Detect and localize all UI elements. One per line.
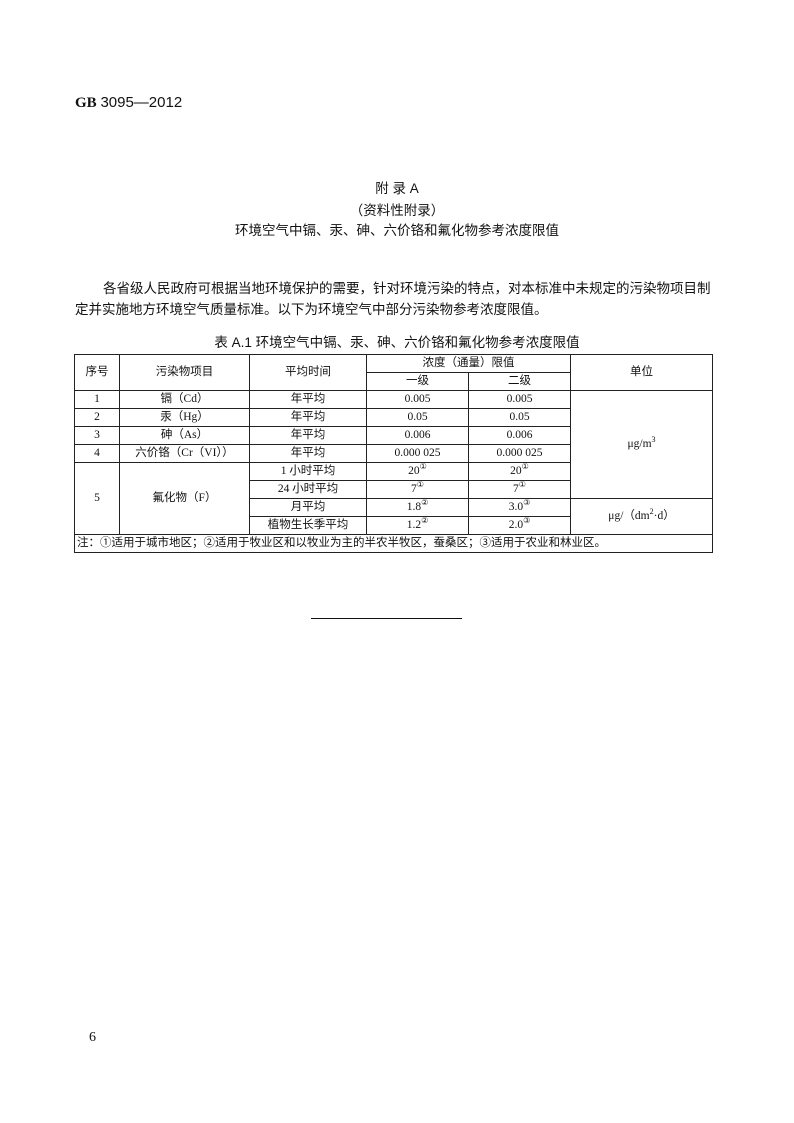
value: 3.0 xyxy=(508,501,524,513)
footnote-mark: ③ xyxy=(523,516,531,526)
table-note-row: 注：①适用于城市地区；②适用于牧业区和以牧业为主的半农半牧区，蚕桑区；③适用于农… xyxy=(74,534,713,553)
unit-base: μg/m xyxy=(627,438,652,450)
table-note: 注：①适用于城市地区；②适用于牧业区和以牧业为主的半农半牧区，蚕桑区；③适用于农… xyxy=(74,534,713,553)
cell-grade1: 0.005 xyxy=(366,390,469,409)
cell-period: 月平均 xyxy=(249,498,367,517)
footnote-mark: ② xyxy=(421,516,429,526)
footnote-mark: ① xyxy=(518,480,526,490)
appendix-type: （资料性附录） xyxy=(349,203,445,218)
value: 7 xyxy=(411,483,417,495)
cell-period: 植物生长季平均 xyxy=(249,516,367,535)
cell-grade1: 1.8② xyxy=(366,498,469,517)
table-row: 2 汞（Hg） 年平均 0.05 0.05 xyxy=(74,408,713,427)
value: 1.2 xyxy=(406,519,422,531)
footnote-mark: ② xyxy=(421,498,429,508)
header-grade2: 二级 xyxy=(468,372,571,391)
standard-code: 3095—2012 xyxy=(100,94,183,111)
value: 20 xyxy=(510,465,522,477)
cell-unit-ugdm2d: μg/（dm2·d） xyxy=(570,498,713,535)
cell-grade2: 0.006 xyxy=(468,426,571,445)
standard-number: GB 3095—2012 xyxy=(75,94,182,112)
cell-no: 1 xyxy=(74,390,120,409)
header-unit: 单位 xyxy=(570,354,713,391)
value: 1.8 xyxy=(406,501,422,513)
cell-pollutant: 汞（Hg） xyxy=(119,408,250,427)
cell-grade1: 20① xyxy=(366,462,469,481)
footnote-mark: ③ xyxy=(523,498,531,508)
cell-no: 3 xyxy=(74,426,120,445)
cell-no: 2 xyxy=(74,408,120,427)
cell-grade2: 0.05 xyxy=(468,408,571,427)
table-row: 5 氟化物（F） 1 小时平均 20① 20① xyxy=(74,462,713,535)
unit-sup: 2 xyxy=(649,507,654,517)
header-period: 平均时间 xyxy=(249,354,367,391)
header-limit: 浓度（通量）限值 xyxy=(366,354,571,373)
footnote-mark: ① xyxy=(521,462,529,472)
cell-grade1: 0.000 025 xyxy=(366,444,469,463)
cell-period: 年平均 xyxy=(249,444,367,463)
standard-prefix: GB xyxy=(75,95,97,111)
table-row: 3 砷（As） 年平均 0.006 0.006 xyxy=(74,426,713,445)
cell-period: 年平均 xyxy=(249,426,367,445)
cell-grade2: 20① xyxy=(468,462,571,481)
table-row: 1 镉（Cd） 年平均 0.005 0.005 μg/m3 xyxy=(74,390,713,499)
cell-period: 年平均 xyxy=(249,408,367,427)
unit-pre: μg/（dm xyxy=(608,510,650,522)
cell-grade2: 3.0③ xyxy=(468,498,571,517)
table-row: 24 小时平均 7① 7① xyxy=(74,480,713,499)
cell-grade1: 7① xyxy=(366,480,469,499)
cell-pollutant: 氟化物（F） xyxy=(119,462,250,535)
cell-period: 年平均 xyxy=(249,390,367,409)
header-no: 序号 xyxy=(74,354,120,391)
table-caption: 表 A.1 环境空气中镉、汞、砷、六价铬和氟化物参考浓度限值 xyxy=(214,335,580,350)
cell-grade1: 0.05 xyxy=(366,408,469,427)
cell-period: 1 小时平均 xyxy=(249,462,367,481)
cell-pollutant: 六价铬（Cr（VI）） xyxy=(119,444,250,463)
unit-sup: 3 xyxy=(651,435,656,445)
value: 7 xyxy=(513,483,519,495)
footnote-mark: ① xyxy=(419,462,427,472)
appendix-label: 附 录 A xyxy=(375,181,419,196)
appendix-title: 环境空气中镉、汞、砷、六价铬和氟化物参考浓度限值 xyxy=(235,223,559,238)
cell-grade1: 0.006 xyxy=(366,426,469,445)
cell-no: 4 xyxy=(74,444,120,463)
cell-pollutant: 镉（Cd） xyxy=(119,390,250,409)
unit-post: ·d） xyxy=(653,510,675,522)
header-grade1: 一级 xyxy=(366,372,469,391)
cell-grade2: 0.000 025 xyxy=(468,444,571,463)
page-number: 6 xyxy=(89,1030,96,1045)
value: 2.0 xyxy=(508,519,524,531)
cell-unit-ugm3: μg/m3 xyxy=(570,390,713,499)
cell-no: 5 xyxy=(74,462,120,535)
cell-grade2: 0.005 xyxy=(468,390,571,409)
table-row: 植物生长季平均 1.2② 2.0③ xyxy=(74,516,713,535)
footnote-mark: ① xyxy=(416,480,424,490)
cell-period: 24 小时平均 xyxy=(249,480,367,499)
cell-grade2: 7① xyxy=(468,480,571,499)
end-rule xyxy=(311,618,462,619)
cell-grade1: 1.2② xyxy=(366,516,469,535)
table-header-row: 序号 污染物项目 平均时间 浓度（通量）限值 单位 xyxy=(74,354,713,391)
value: 20 xyxy=(408,465,420,477)
body-paragraph: 各省级人民政府可根据当地环境保护的需要，针对环境污染的特点，对本标准中未规定的污… xyxy=(75,281,711,317)
cell-grade2: 2.0③ xyxy=(468,516,571,535)
concentration-limits-table: 序号 污染物项目 平均时间 浓度（通量）限值 单位 一级 二级 1 镉（Cd） … xyxy=(74,354,713,553)
header-pollutant: 污染物项目 xyxy=(119,354,250,391)
cell-pollutant: 砷（As） xyxy=(119,426,250,445)
